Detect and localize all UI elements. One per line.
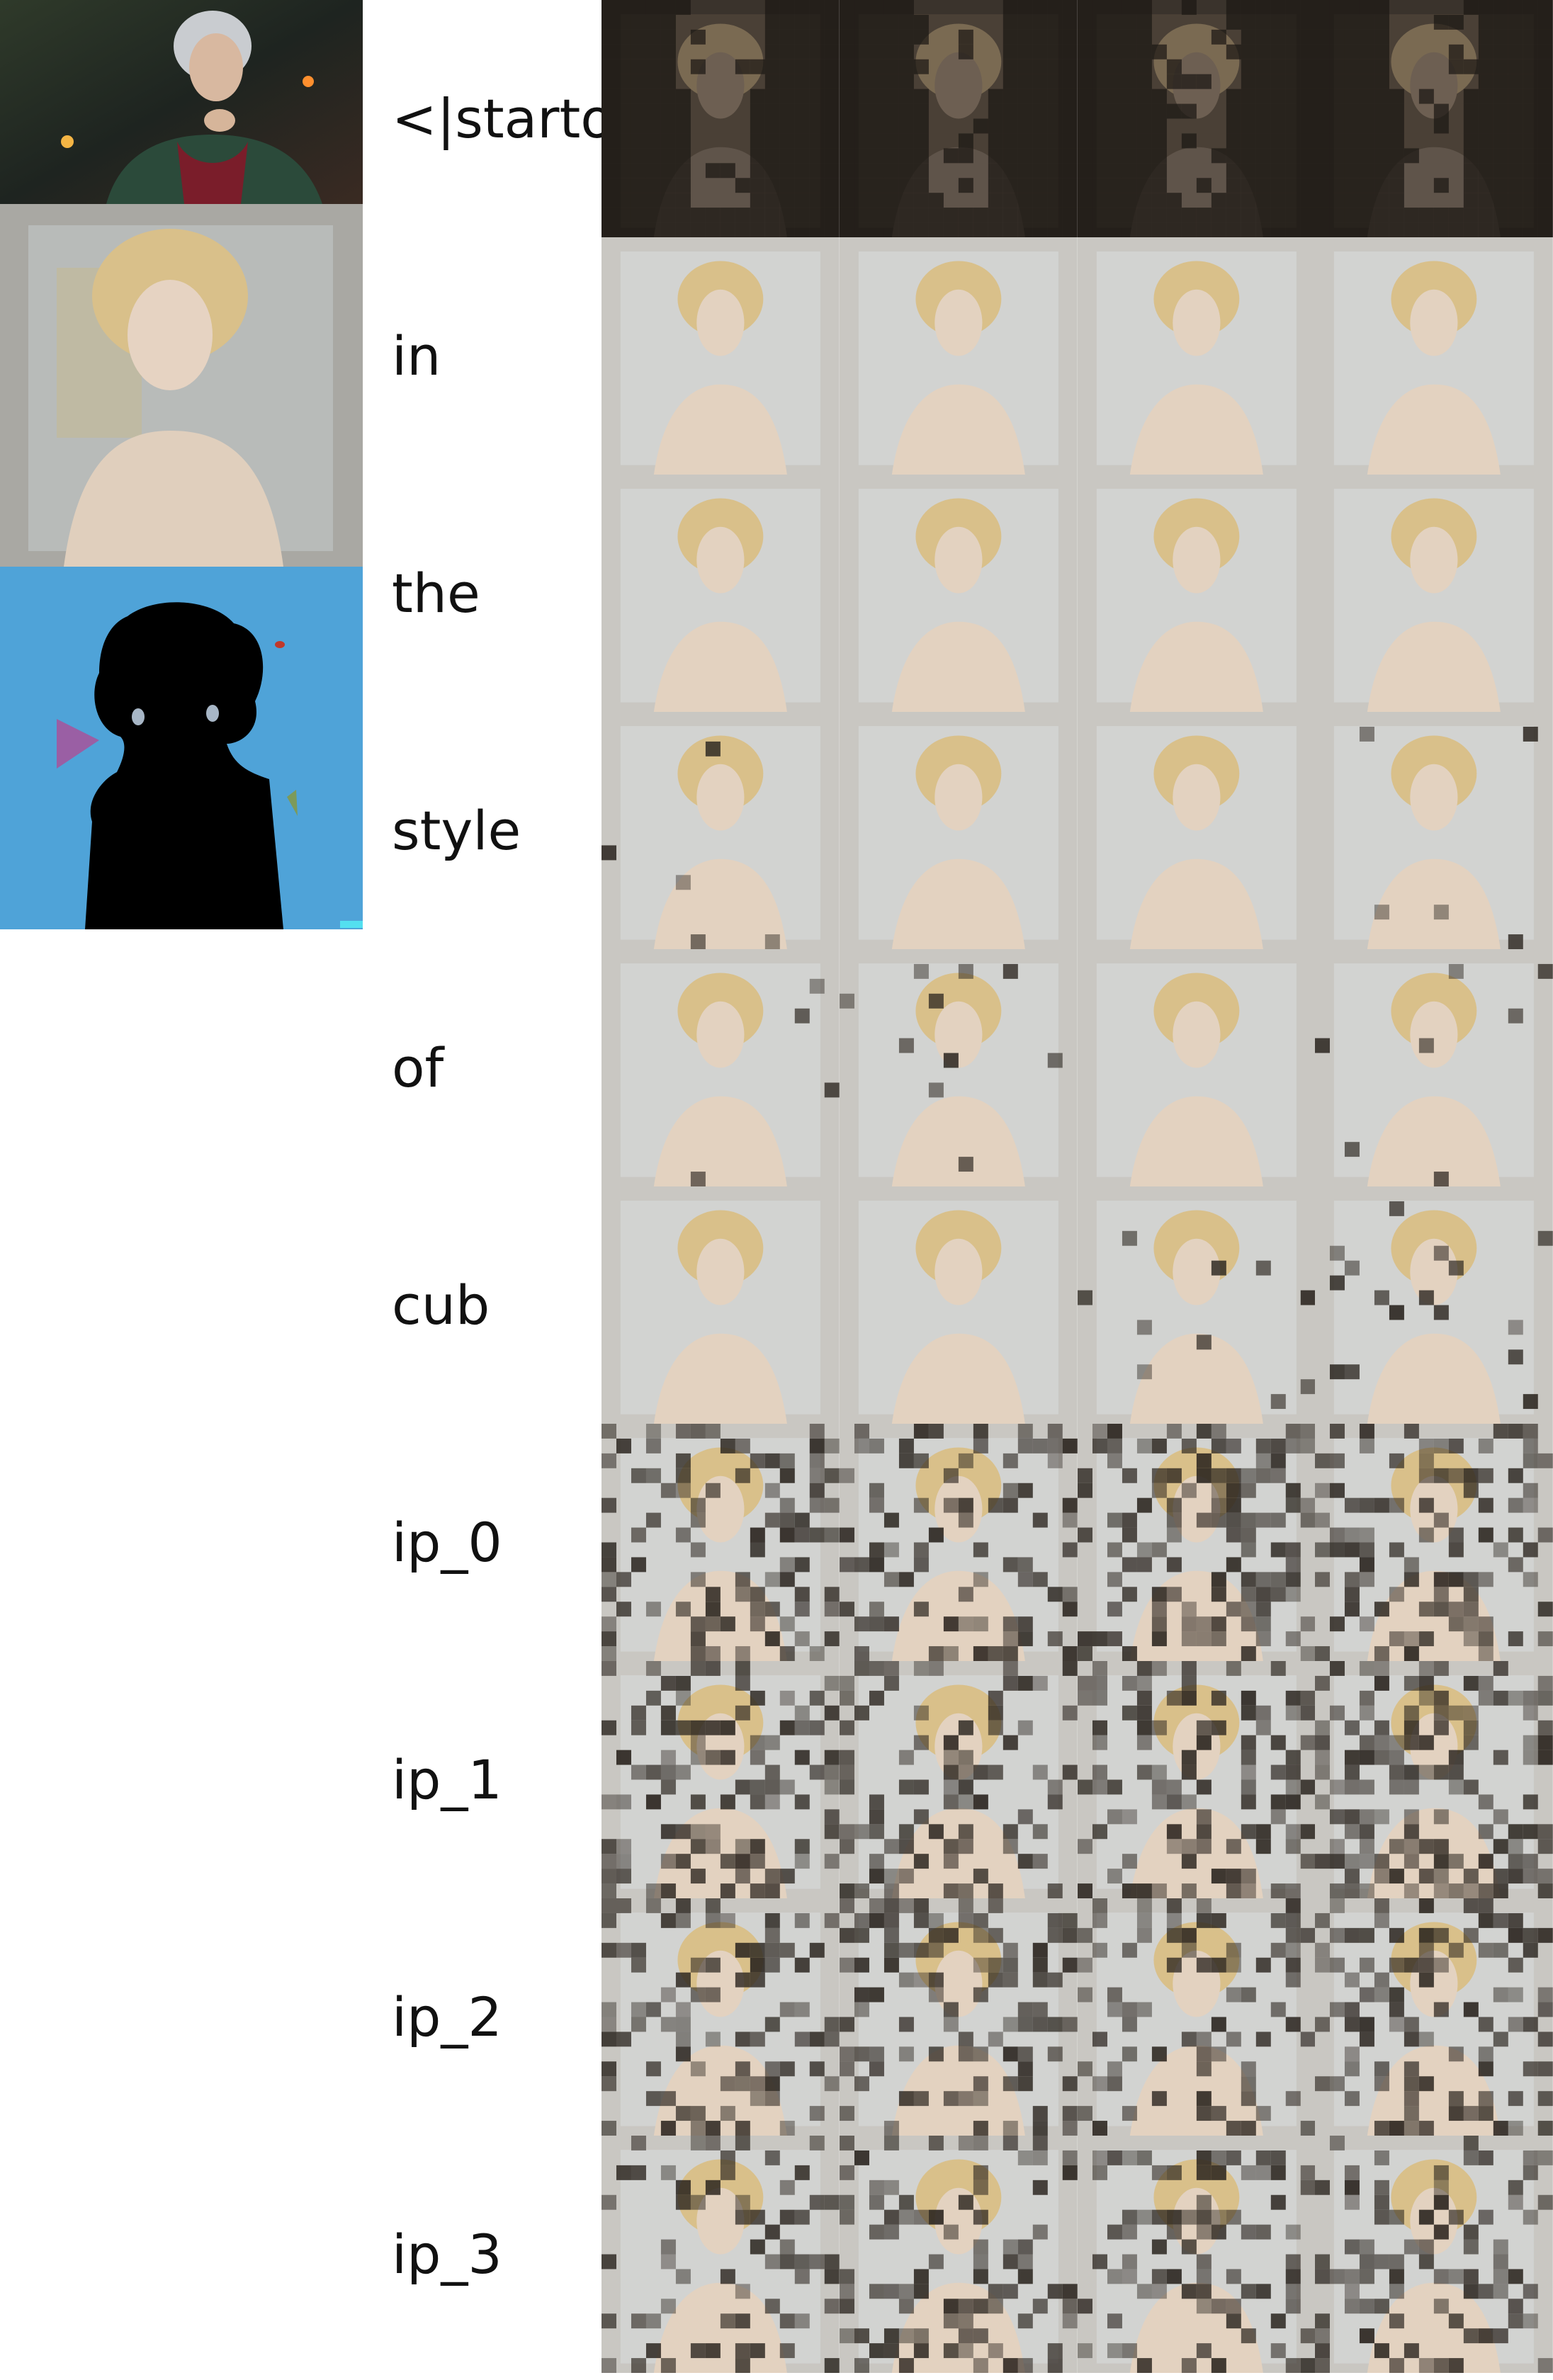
attention-map-cell — [839, 237, 1078, 475]
attention-map-cell — [839, 475, 1078, 712]
token-label-ip-2: ip_2 — [392, 1985, 502, 2048]
attention-map-cell — [1315, 237, 1553, 475]
attention-map-cell — [602, 2136, 840, 2373]
attention-map-cell — [1077, 2136, 1316, 2373]
attention-map-cell — [1315, 2136, 1553, 2373]
attention-map-cell — [839, 1661, 1078, 1898]
token-label-ip-1: ip_1 — [392, 1748, 502, 1811]
attention-map-cell — [839, 0, 1078, 237]
attention-map-cell — [602, 1661, 840, 1898]
attention-map-cell — [602, 712, 840, 949]
attention-map-cell — [1315, 1661, 1553, 1898]
attention-map-cell — [839, 949, 1078, 1186]
attention-row — [602, 0, 1553, 237]
attention-map-cell — [1077, 712, 1316, 949]
token-label-in: in — [392, 324, 441, 387]
character-photo-thumbnail — [0, 0, 363, 204]
attention-map-cell — [1315, 1186, 1553, 1424]
attention-row — [602, 949, 1553, 1186]
attention-map-cell — [839, 1424, 1078, 1661]
attention-map-cell — [839, 712, 1078, 949]
attention-map-grid — [602, 0, 1553, 2380]
attention-map-cell — [1315, 1898, 1553, 2136]
attention-map-cell — [1315, 0, 1553, 237]
segmentation-mask-thumbnail — [0, 567, 363, 929]
attention-map-cell — [1077, 949, 1316, 1186]
token-labels: <|startoftext|> in the style of cub ip_0… — [392, 0, 801, 2380]
generated-portrait-thumbnail — [0, 204, 363, 567]
token-label-ip-3: ip_3 — [392, 2223, 502, 2286]
attention-map-cell — [602, 1424, 840, 1661]
token-label-the: the — [392, 562, 480, 625]
attention-map-cell — [602, 475, 840, 712]
attention-map-cell — [1315, 1424, 1553, 1661]
attention-row — [602, 1661, 1553, 1898]
attention-map-cell — [602, 1186, 840, 1424]
attention-map-cell — [1315, 949, 1553, 1186]
attention-row — [602, 237, 1553, 475]
token-label-of: of — [392, 1036, 444, 1099]
attention-map-cell — [839, 1186, 1078, 1424]
attention-map-cell — [1077, 1186, 1316, 1424]
attention-row — [602, 1424, 1553, 1661]
attention-map-cell — [1077, 237, 1316, 475]
token-label-style: style — [392, 799, 521, 862]
attention-map-cell — [1315, 712, 1553, 949]
token-label-ip-0: ip_0 — [392, 1511, 502, 1574]
attention-map-cell — [839, 1898, 1078, 2136]
attention-map-cell — [602, 1898, 840, 2136]
attention-map-cell — [1077, 1424, 1316, 1661]
attention-row — [602, 475, 1553, 712]
attention-map-cell — [1077, 0, 1316, 237]
attention-row — [602, 2136, 1553, 2373]
token-label-cub: cub — [392, 1274, 490, 1337]
attention-map-cell — [1077, 1898, 1316, 2136]
attention-row — [602, 1186, 1553, 1424]
attention-map-cell — [602, 949, 840, 1186]
attention-map-cell — [1077, 1661, 1316, 1898]
attention-row — [602, 1898, 1553, 2136]
attention-map-cell — [1077, 475, 1316, 712]
attention-map-cell — [602, 237, 840, 475]
attention-row — [602, 712, 1553, 949]
attention-map-cell — [602, 0, 840, 237]
attention-map-cell — [839, 2136, 1078, 2373]
attention-map-cell — [1315, 475, 1553, 712]
